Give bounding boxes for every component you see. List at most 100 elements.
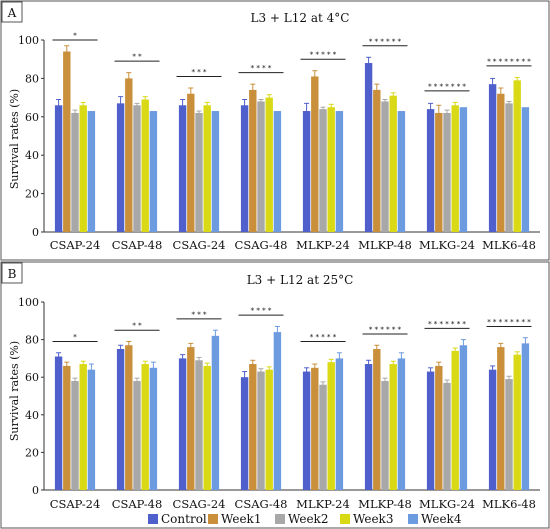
bar-week4-mlk6-48 bbox=[521, 107, 530, 232]
bar-week1-csap-48 bbox=[125, 78, 133, 233]
bar-week1-mlkp-24 bbox=[311, 367, 319, 490]
bar-week1-mlkg-24 bbox=[435, 365, 443, 490]
bar-week3-mlkg-24 bbox=[451, 105, 459, 232]
significance-stars: * * * * * bbox=[310, 333, 337, 341]
y-tick-label: 40 bbox=[25, 149, 39, 162]
bar-week1-csag-48 bbox=[249, 89, 257, 232]
y-tick-label: 60 bbox=[25, 111, 39, 124]
bar-week2-csap-24 bbox=[71, 112, 79, 232]
bar-control-csap-24 bbox=[54, 105, 63, 232]
legend-swatch-week4 bbox=[408, 514, 418, 524]
bar-week4-mlkp-24 bbox=[335, 111, 344, 232]
panel-b-ylabel: Survival rates (%) bbox=[8, 341, 21, 441]
x-tick-label-mlkp-24: MLKP-24 bbox=[296, 497, 350, 511]
legend-label-week4: Week4 bbox=[421, 512, 462, 526]
x-tick-label-csag-48: CSAG-48 bbox=[235, 238, 288, 252]
bar-week4-mlkp-48 bbox=[397, 111, 406, 232]
legend: Control Week1 Week2 Week3 Week4 bbox=[148, 512, 462, 526]
bar-week3-csap-24 bbox=[79, 105, 87, 232]
bar-week4-mlkg-24 bbox=[459, 107, 468, 232]
bar-control-csag-24 bbox=[178, 105, 187, 232]
bar-week1-mlkp-48 bbox=[373, 89, 381, 232]
bar-control-mlkp-24 bbox=[302, 111, 311, 232]
significance-stars: * * bbox=[132, 53, 142, 61]
significance-stars: * * * bbox=[192, 68, 207, 76]
panel-a-label-box bbox=[1, 1, 23, 23]
panel-a: A L3 + L12 at 4°C Survival rates (%) 0 20… bbox=[0, 0, 550, 261]
legend-label-week1: Week1 bbox=[221, 512, 261, 526]
bar-week3-csag-24 bbox=[203, 105, 211, 232]
y-tick-label: 100 bbox=[18, 34, 39, 47]
bar-week4-csap-24 bbox=[87, 369, 96, 490]
bar-week2-csag-48 bbox=[257, 101, 265, 232]
y-tick-label: 20 bbox=[25, 446, 39, 459]
bar-week1-mlkp-24 bbox=[311, 76, 319, 232]
bar-control-csap-24 bbox=[54, 356, 63, 490]
bar-week3-csap-48 bbox=[141, 99, 149, 233]
bar-week4-mlk6-48 bbox=[521, 343, 530, 490]
bar-week2-mlkp-48 bbox=[381, 101, 389, 232]
bar-control-mlkp-48 bbox=[364, 364, 373, 490]
x-tick-label-mlk6-48: MLK6-48 bbox=[482, 238, 536, 252]
bar-week3-csap-24 bbox=[79, 364, 87, 490]
panel-b-label-box bbox=[1, 262, 23, 284]
bar-week3-mlk6-48 bbox=[513, 354, 521, 490]
bar-week2-csap-48 bbox=[133, 105, 141, 232]
y-tick-label: 80 bbox=[25, 72, 39, 85]
bar-week1-csap-24 bbox=[63, 365, 71, 490]
legend-swatch-week1 bbox=[208, 514, 218, 524]
y-tick-label: 80 bbox=[25, 334, 39, 347]
bar-week3-csag-48 bbox=[265, 369, 273, 490]
x-tick-label-csap-24: CSAP-24 bbox=[50, 238, 101, 252]
x-tick-label-csag-48: CSAG-48 bbox=[235, 497, 288, 511]
legend-swatch-control bbox=[148, 514, 158, 524]
bar-week2-mlk6-48 bbox=[505, 379, 513, 490]
significance-stars: * * * * * * * * bbox=[487, 318, 531, 326]
x-tick-label-mlkp-24: MLKP-24 bbox=[296, 238, 350, 252]
bar-week2-csap-48 bbox=[133, 380, 141, 490]
x-tick-label-mlk6-48: MLK6-48 bbox=[482, 497, 536, 511]
legend-label-control: Control bbox=[161, 512, 207, 526]
bar-control-csag-48 bbox=[240, 377, 249, 490]
bar-week3-mlkp-24 bbox=[327, 362, 335, 490]
x-tick-label-csag-24: CSAG-24 bbox=[173, 238, 226, 252]
panel-b: B L3 + L12 at 25°C Survival rates (%) 0 2… bbox=[0, 261, 550, 529]
significance-stars: * * * * * * * * bbox=[487, 58, 531, 66]
significance-stars: * * * * * * bbox=[369, 326, 402, 334]
x-tick-label-csap-24: CSAP-24 bbox=[50, 497, 101, 511]
legend-label-week3: Week3 bbox=[353, 512, 393, 526]
bar-control-csap-48 bbox=[116, 349, 125, 490]
panel-b-plot: 0 20 40 60 80 100 * CSAP-24 * * CSAP-48 * * * CSAG-… bbox=[18, 296, 540, 511]
significance-stars: * bbox=[73, 32, 77, 40]
significance-stars: * * * * bbox=[251, 65, 272, 73]
bar-week2-mlk6-48 bbox=[505, 103, 513, 232]
legend-swatch-week3 bbox=[340, 514, 350, 524]
panel-a-label: A bbox=[7, 6, 17, 20]
bar-week4-csag-24 bbox=[211, 111, 220, 232]
bar-week1-mlk6-48 bbox=[497, 93, 505, 232]
bar-week1-mlk6-48 bbox=[497, 347, 505, 490]
bar-week4-csag-48 bbox=[273, 111, 282, 232]
panel-b-title: L3 + L12 at 25°C bbox=[247, 273, 354, 287]
bar-week2-mlkg-24 bbox=[443, 382, 451, 490]
bar-week1-csag-24 bbox=[187, 347, 195, 490]
panel-a-ylabel: Survival rates (%) bbox=[8, 89, 21, 189]
bar-week2-csag-24 bbox=[195, 112, 203, 232]
bar-control-mlkp-48 bbox=[364, 63, 373, 232]
bar-week1-csag-24 bbox=[187, 93, 195, 232]
bar-week4-mlkp-24 bbox=[335, 358, 344, 490]
bar-control-csap-48 bbox=[116, 103, 125, 232]
x-tick-label-mlkp-48: MLKP-48 bbox=[358, 497, 412, 511]
x-tick-label-csap-48: CSAP-48 bbox=[112, 497, 163, 511]
bar-week2-mlkp-24 bbox=[319, 109, 327, 232]
bar-control-mlk6-48 bbox=[488, 369, 497, 490]
significance-stars: * * * * * * * bbox=[428, 83, 466, 91]
bar-control-mlkg-24 bbox=[426, 371, 435, 490]
significance-stars: * * * * * * bbox=[369, 38, 402, 46]
panel-a-title: L3 + L12 at 4°C bbox=[251, 11, 350, 25]
bar-week4-csap-48 bbox=[149, 367, 158, 490]
bar-week1-mlkp-48 bbox=[373, 349, 381, 490]
y-tick-label: 0 bbox=[32, 484, 39, 497]
bar-week2-mlkp-24 bbox=[319, 384, 327, 490]
